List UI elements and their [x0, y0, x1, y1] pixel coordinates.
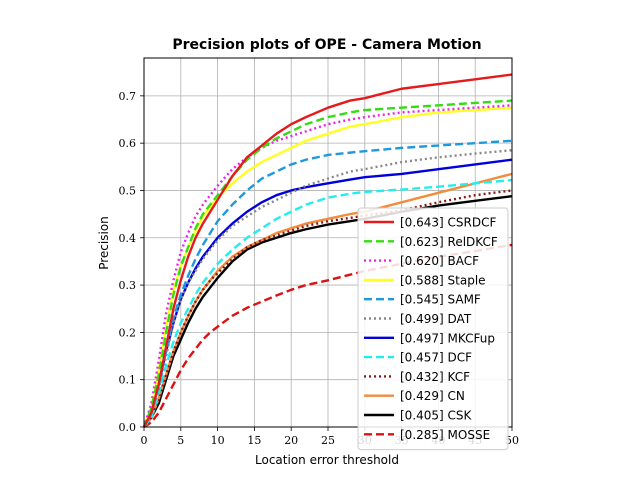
legend-label-reldkcf: [0.623] RelDKCF [400, 235, 498, 249]
legend: [0.643] CSRDCF [0.623] RelDKCF [0.620] BAC… [357, 207, 509, 451]
legend-label-kcf: [0.432] KCF [400, 370, 470, 384]
legend-label-samf: [0.545] SAMF [400, 293, 481, 307]
legend-label-mosse: [0.285] MOSSE [400, 428, 490, 442]
legend-label-bacf: [0.620] BACF [400, 254, 479, 268]
x-tick-label: 5 [177, 434, 184, 447]
x-tick-label: 0 [141, 434, 148, 447]
y-axis-title: Precision [97, 216, 111, 270]
legend-box [357, 207, 509, 451]
x-axis-title: Location error threshold [255, 453, 399, 467]
x-tick-label: 25 [321, 434, 335, 447]
y-tick-label: 0.7 [119, 90, 137, 103]
x-tick-label: 10 [211, 434, 225, 447]
legend-label-csrdcf: [0.643] CSRDCF [400, 216, 496, 230]
y-tick-label: 0.5 [119, 184, 137, 197]
y-tick-label: 0.2 [119, 326, 137, 339]
y-tick-label: 0.3 [119, 279, 137, 292]
series-line-samf [142, 139, 513, 428]
legend-label-cn: [0.429] CN [400, 389, 465, 403]
legend-label-csk: [0.405] CSK [400, 409, 473, 423]
series-line-csrdcf [142, 73, 513, 428]
series-line-dat [142, 149, 513, 428]
y-tick-label: 0.6 [119, 137, 137, 150]
y-tick-label: 0.1 [119, 374, 137, 387]
legend-label-dat: [0.499] DAT [400, 312, 472, 326]
legend-label-dcf: [0.457] DCF [400, 351, 472, 365]
legend-label-mkcfup: [0.497] MKCFup [400, 331, 495, 345]
series-line-dcf [143, 178, 513, 428]
y-tick-label: 0.0 [119, 421, 137, 434]
chart-title: Precision plots of OPE - Camera Motion [172, 37, 481, 53]
x-tick-label: 15 [247, 434, 261, 447]
y-tick-label: 0.4 [119, 232, 137, 245]
x-tick-label: 20 [284, 434, 298, 447]
legend-label-staple: [0.588] Staple [400, 273, 486, 287]
